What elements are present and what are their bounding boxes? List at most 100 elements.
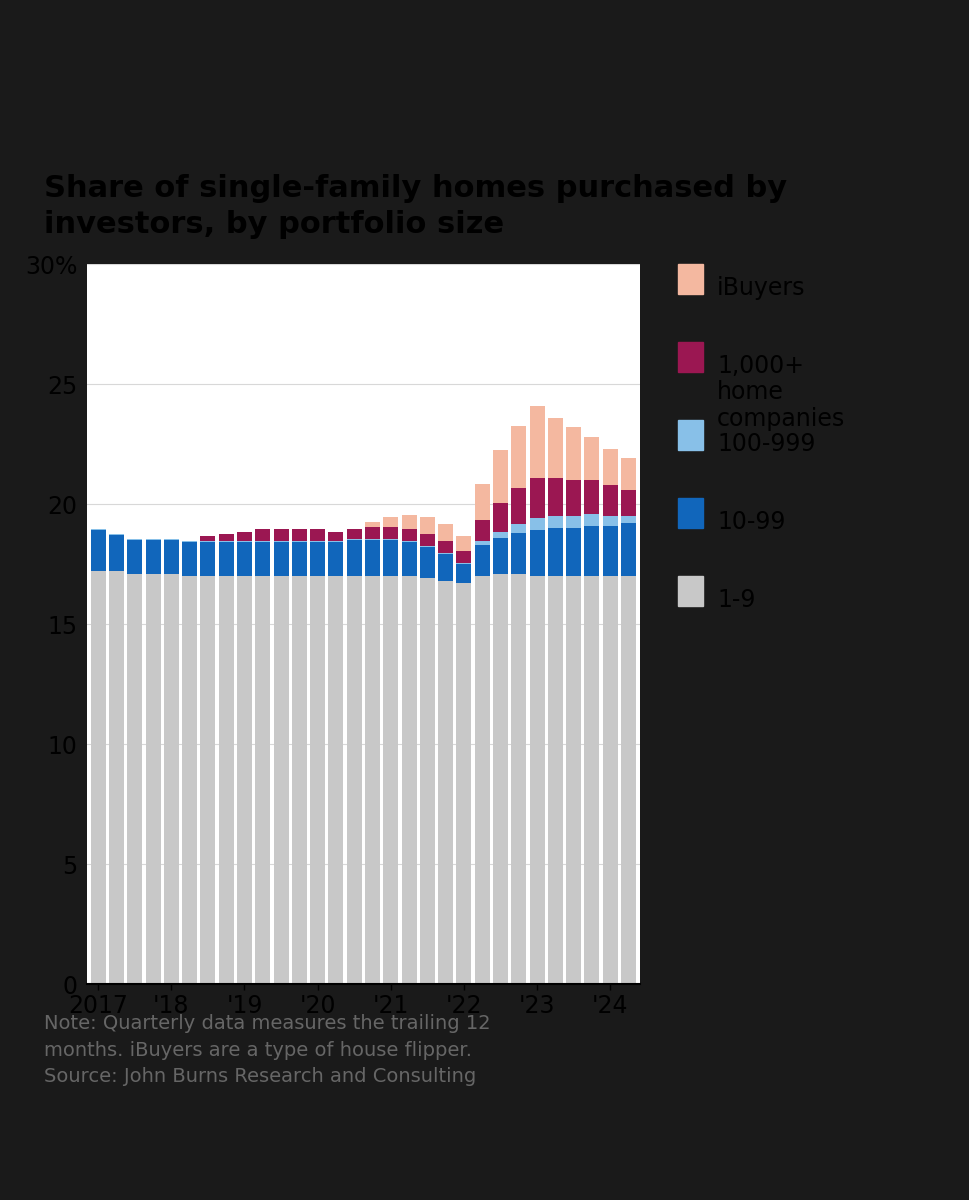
Bar	[603, 516, 618, 526]
Bar	[292, 576, 307, 984]
Bar	[456, 564, 472, 583]
Bar	[401, 576, 417, 984]
Bar	[456, 583, 472, 984]
Bar	[164, 539, 179, 540]
Bar	[438, 553, 453, 554]
Bar	[420, 547, 435, 578]
Bar	[621, 576, 636, 984]
Bar	[384, 517, 398, 527]
Bar	[456, 563, 472, 564]
Bar	[164, 540, 179, 574]
Bar	[438, 541, 453, 553]
Bar	[201, 541, 215, 542]
Bar	[219, 534, 234, 541]
Bar	[109, 534, 124, 535]
Bar	[566, 576, 581, 984]
Bar	[438, 524, 453, 541]
Bar	[603, 576, 618, 984]
Bar	[493, 450, 508, 503]
Bar	[347, 576, 361, 984]
Bar	[584, 514, 600, 526]
Bar	[182, 541, 197, 542]
Text: 10-99: 10-99	[717, 510, 786, 534]
Bar	[347, 539, 361, 540]
Bar	[310, 529, 326, 541]
Bar	[365, 576, 380, 984]
Bar	[365, 527, 380, 539]
Bar	[566, 427, 581, 480]
Bar	[493, 532, 508, 538]
Bar	[530, 478, 545, 518]
Bar	[493, 503, 508, 532]
Bar	[145, 574, 161, 984]
Bar	[603, 526, 618, 576]
Bar	[347, 529, 361, 539]
Bar	[584, 480, 600, 514]
Bar	[219, 541, 234, 542]
Bar	[365, 540, 380, 576]
Bar	[91, 571, 106, 984]
Text: 1-9: 1-9	[717, 588, 756, 612]
Bar	[145, 540, 161, 574]
Bar	[182, 576, 197, 984]
Bar	[401, 529, 417, 541]
Text: home: home	[717, 380, 784, 404]
Bar	[310, 542, 326, 576]
Bar	[201, 536, 215, 541]
Bar	[584, 526, 600, 576]
Bar	[328, 532, 343, 541]
Bar	[347, 540, 361, 576]
Bar	[292, 529, 307, 541]
Bar	[456, 551, 472, 563]
Bar	[547, 576, 563, 984]
Bar	[420, 546, 435, 547]
Bar	[384, 576, 398, 984]
Bar	[475, 545, 489, 576]
Bar	[365, 539, 380, 540]
Bar	[109, 571, 124, 984]
Bar	[530, 406, 545, 478]
Bar	[255, 529, 270, 541]
Bar	[109, 535, 124, 571]
Bar	[475, 484, 489, 520]
Bar	[603, 449, 618, 485]
Bar	[475, 520, 489, 541]
Bar	[91, 529, 106, 530]
Bar	[292, 542, 307, 576]
Bar	[237, 576, 252, 984]
Text: iBuyers: iBuyers	[717, 276, 805, 300]
Bar	[621, 523, 636, 576]
Bar	[475, 541, 489, 545]
Bar	[475, 576, 489, 984]
Bar	[547, 516, 563, 528]
Text: 100-999: 100-999	[717, 432, 816, 456]
Bar	[237, 541, 252, 542]
Bar	[328, 541, 343, 542]
Bar	[384, 540, 398, 576]
Bar	[547, 478, 563, 516]
Bar	[328, 576, 343, 984]
Text: Share of single-family homes purchased by
investors, by portfolio size: Share of single-family homes purchased b…	[44, 174, 787, 239]
Bar	[292, 541, 307, 542]
Bar	[512, 426, 526, 488]
Bar	[273, 542, 289, 576]
Bar	[456, 536, 472, 551]
Text: companies: companies	[717, 407, 845, 431]
Bar	[237, 532, 252, 541]
Bar	[530, 576, 545, 984]
Bar	[201, 542, 215, 576]
Bar	[219, 576, 234, 984]
Bar	[182, 542, 197, 576]
Bar	[438, 554, 453, 581]
Bar	[164, 574, 179, 984]
Bar	[384, 527, 398, 539]
Bar	[547, 418, 563, 478]
Bar	[566, 480, 581, 516]
Bar	[401, 542, 417, 576]
Bar	[621, 458, 636, 490]
Bar	[493, 574, 508, 984]
Bar	[547, 528, 563, 576]
Bar	[365, 522, 380, 527]
Bar	[310, 541, 326, 542]
Bar	[420, 534, 435, 546]
